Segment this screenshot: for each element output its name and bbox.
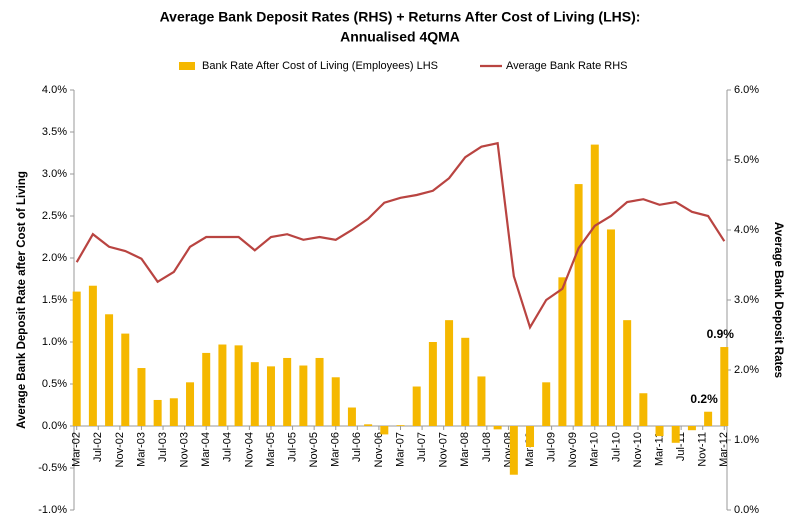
y2-tick-label: 0.0% — [734, 504, 759, 516]
bar — [655, 426, 664, 437]
x-tick-label: Nov-05 — [308, 432, 320, 467]
x-tick-label: Jul-07 — [416, 432, 428, 462]
bar — [105, 314, 114, 426]
bar — [266, 366, 275, 426]
y2-tick-label: 3.0% — [734, 294, 759, 306]
bar — [234, 345, 243, 426]
x-tick-label: Mar-07 — [394, 432, 406, 467]
x-tick-label: Jul-09 — [546, 432, 558, 462]
x-tick-label: Jul-06 — [351, 432, 363, 462]
data-label: 0.9% — [707, 327, 735, 341]
y2-tick-label: 6.0% — [734, 84, 759, 96]
x-tick-label: Nov-07 — [438, 432, 450, 467]
y-axis-title: Average Bank Deposit Rate after Cost of … — [16, 171, 28, 429]
bar — [380, 426, 389, 435]
bar — [687, 426, 696, 431]
bar — [153, 399, 162, 426]
x-tick-label: Jul-03 — [157, 432, 169, 462]
bar — [250, 362, 259, 426]
x-tick-label: Nov-02 — [114, 432, 126, 467]
x-tick-label: Mar-12 — [718, 432, 730, 467]
chart-title: Average Bank Deposit Rates (RHS) + Retur… — [160, 9, 641, 25]
bar — [461, 337, 470, 426]
bar — [137, 368, 146, 426]
y-tick-label: -0.5% — [38, 462, 67, 474]
chart-subtitle: Annualised 4QMA — [340, 29, 460, 45]
bar — [623, 320, 632, 426]
bar — [186, 382, 195, 426]
y-tick-label: 1.5% — [42, 294, 67, 306]
y-tick-label: 2.0% — [42, 252, 67, 264]
x-tick-label: Nov-10 — [632, 432, 644, 467]
y2-tick-label: 2.0% — [734, 364, 759, 376]
bar — [526, 426, 535, 447]
x-tick-label: Mar-06 — [330, 432, 342, 467]
y-tick-label: 0.0% — [42, 420, 67, 432]
x-tick-label: Nov-11 — [697, 432, 709, 467]
x-tick-label: Mar-02 — [71, 432, 83, 467]
bar — [428, 342, 437, 426]
x-tick-label: Jul-05 — [286, 432, 298, 462]
bar — [202, 352, 211, 426]
bar — [299, 365, 308, 426]
line — [75, 141, 726, 330]
bar — [671, 426, 680, 443]
bar — [218, 344, 227, 426]
y-tick-label: 1.0% — [42, 336, 67, 348]
bar — [477, 376, 486, 426]
bar — [542, 382, 551, 426]
bar — [445, 320, 454, 426]
bar — [606, 229, 615, 426]
bar — [88, 285, 97, 426]
y2-tick-label: 4.0% — [734, 224, 759, 236]
bar — [396, 425, 405, 426]
x-tick-label: Jul-08 — [481, 432, 493, 462]
bar — [558, 277, 567, 426]
legend-label: Average Bank Rate RHS — [506, 60, 627, 72]
bar — [509, 426, 518, 475]
y-tick-label: -1.0% — [38, 504, 67, 516]
bar — [331, 377, 340, 426]
bar — [72, 291, 81, 426]
y2-tick-label: 1.0% — [734, 434, 759, 446]
bar — [493, 426, 502, 430]
y2-tick-label: 5.0% — [734, 154, 759, 166]
x-tick-label: Jul-04 — [222, 432, 234, 462]
legend-swatch — [179, 62, 195, 70]
x-tick-label: Mar-10 — [589, 432, 601, 467]
legend-label: Bank Rate After Cost of Living (Employee… — [202, 60, 438, 72]
y-tick-label: 3.5% — [42, 126, 67, 138]
bar — [412, 386, 421, 426]
bar — [639, 393, 648, 426]
x-tick-label: Mar-11 — [653, 432, 665, 466]
bar — [283, 357, 292, 426]
bar — [574, 184, 583, 426]
bar — [720, 347, 729, 426]
x-tick-label: Mar-05 — [265, 432, 277, 467]
y-tick-label: 4.0% — [42, 84, 67, 96]
y-tick-label: 3.0% — [42, 168, 67, 180]
x-tick-label: Mar-08 — [459, 432, 471, 467]
bar — [590, 144, 599, 426]
x-tick-label: Mar-04 — [200, 432, 212, 467]
bar — [315, 357, 324, 426]
data-label: 0.2% — [690, 392, 718, 406]
x-tick-label: Nov-03 — [179, 432, 191, 467]
x-tick-label: Jul-02 — [92, 432, 104, 462]
bar — [169, 398, 178, 426]
bar — [347, 407, 356, 426]
y2-axis-title: Average Bank Deposit Rates — [772, 222, 784, 378]
x-tick-label: Jul-10 — [610, 432, 622, 462]
x-tick-label: Mar-03 — [135, 432, 147, 467]
x-tick-label: Nov-09 — [567, 432, 579, 467]
y-tick-label: 0.5% — [42, 378, 67, 390]
bar — [121, 333, 130, 426]
x-tick-label: Nov-04 — [243, 432, 255, 467]
bar — [704, 411, 713, 426]
bar — [364, 424, 373, 426]
y-tick-label: 2.5% — [42, 210, 67, 222]
x-tick-label: Nov-06 — [373, 432, 385, 467]
